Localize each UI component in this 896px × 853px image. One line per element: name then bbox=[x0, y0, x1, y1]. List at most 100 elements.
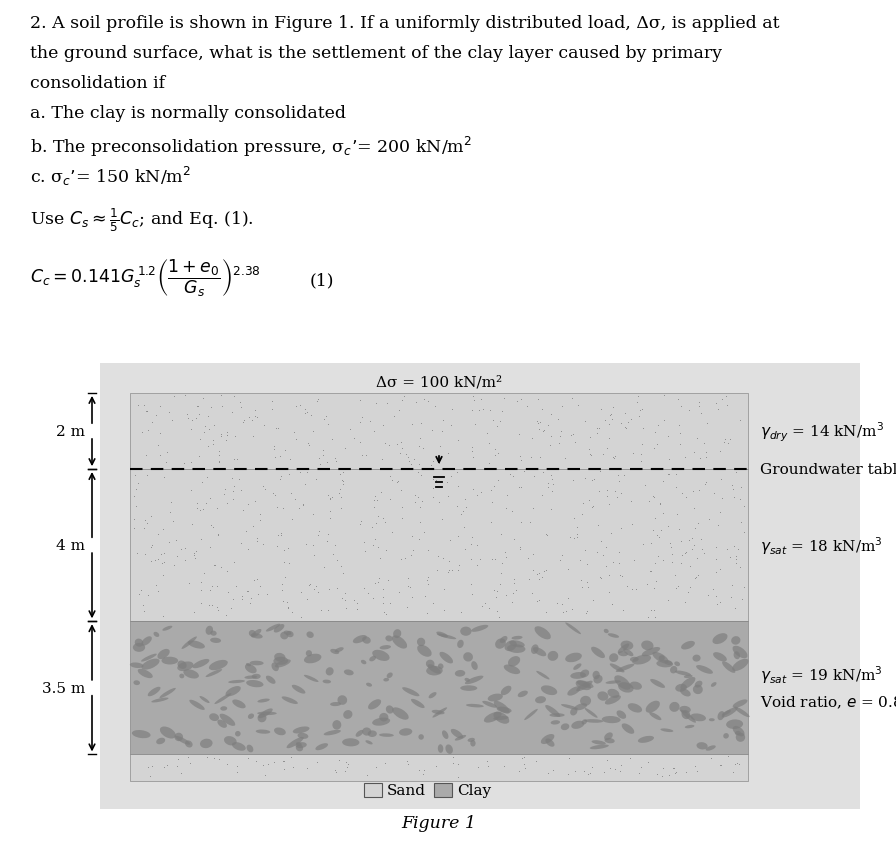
Text: Sand: Sand bbox=[387, 783, 426, 797]
Ellipse shape bbox=[531, 645, 538, 654]
Ellipse shape bbox=[726, 720, 743, 729]
Ellipse shape bbox=[286, 631, 294, 637]
Ellipse shape bbox=[684, 675, 693, 678]
Ellipse shape bbox=[604, 733, 613, 740]
Ellipse shape bbox=[426, 660, 435, 668]
Ellipse shape bbox=[274, 728, 286, 735]
Ellipse shape bbox=[616, 711, 626, 719]
Ellipse shape bbox=[209, 713, 219, 721]
Ellipse shape bbox=[734, 707, 750, 717]
Ellipse shape bbox=[417, 638, 426, 647]
Ellipse shape bbox=[524, 709, 538, 720]
Ellipse shape bbox=[175, 736, 190, 745]
Ellipse shape bbox=[549, 713, 564, 717]
Text: 4 m: 4 m bbox=[56, 538, 85, 553]
Bar bbox=[100, 363, 860, 809]
Ellipse shape bbox=[679, 706, 691, 713]
Ellipse shape bbox=[372, 650, 390, 661]
Ellipse shape bbox=[438, 745, 444, 753]
Ellipse shape bbox=[188, 641, 205, 649]
Ellipse shape bbox=[500, 636, 507, 643]
Ellipse shape bbox=[709, 718, 715, 722]
Ellipse shape bbox=[224, 736, 237, 746]
Ellipse shape bbox=[274, 653, 286, 662]
Ellipse shape bbox=[736, 733, 745, 742]
Ellipse shape bbox=[602, 717, 621, 723]
Ellipse shape bbox=[624, 649, 633, 657]
Text: Void ratio, $e$ = 0.8: Void ratio, $e$ = 0.8 bbox=[760, 693, 896, 711]
Ellipse shape bbox=[494, 711, 509, 724]
Text: $\gamma_{dry}$ = 14 kN/m$^3$: $\gamma_{dry}$ = 14 kN/m$^3$ bbox=[760, 420, 883, 444]
Ellipse shape bbox=[287, 737, 304, 748]
Ellipse shape bbox=[621, 641, 633, 650]
Ellipse shape bbox=[438, 664, 444, 670]
Ellipse shape bbox=[470, 740, 476, 746]
Ellipse shape bbox=[134, 681, 140, 685]
Ellipse shape bbox=[650, 679, 665, 688]
Ellipse shape bbox=[161, 657, 178, 664]
Ellipse shape bbox=[445, 745, 452, 754]
Text: b. The preconsolidation pressure, σ$_c$’= 200 kN/m$^2$: b. The preconsolidation pressure, σ$_c$’… bbox=[30, 135, 472, 159]
Ellipse shape bbox=[211, 638, 221, 643]
Ellipse shape bbox=[504, 641, 517, 652]
Ellipse shape bbox=[185, 740, 193, 747]
Ellipse shape bbox=[681, 641, 695, 650]
Ellipse shape bbox=[685, 725, 694, 728]
Ellipse shape bbox=[512, 636, 522, 640]
Ellipse shape bbox=[141, 654, 157, 662]
Ellipse shape bbox=[331, 649, 340, 654]
Ellipse shape bbox=[436, 632, 448, 638]
Ellipse shape bbox=[680, 677, 695, 689]
Ellipse shape bbox=[580, 670, 590, 678]
Ellipse shape bbox=[609, 653, 618, 662]
Ellipse shape bbox=[482, 701, 497, 708]
Ellipse shape bbox=[610, 664, 625, 673]
Text: 2. A soil profile is shown in Figure 1. If a uniformly distributed load, Δσ, is : 2. A soil profile is shown in Figure 1. … bbox=[30, 15, 780, 32]
Ellipse shape bbox=[536, 671, 549, 680]
Ellipse shape bbox=[257, 699, 270, 703]
Ellipse shape bbox=[565, 653, 582, 663]
Ellipse shape bbox=[189, 700, 205, 710]
Text: consolidation if: consolidation if bbox=[30, 75, 165, 92]
Ellipse shape bbox=[461, 686, 478, 691]
Ellipse shape bbox=[134, 639, 143, 647]
Ellipse shape bbox=[712, 634, 728, 644]
Ellipse shape bbox=[356, 730, 364, 737]
Ellipse shape bbox=[323, 730, 340, 735]
Ellipse shape bbox=[546, 739, 555, 747]
Text: Δσ = 100 kN/m²: Δσ = 100 kN/m² bbox=[376, 375, 502, 390]
Ellipse shape bbox=[428, 693, 436, 699]
Ellipse shape bbox=[159, 727, 176, 739]
Ellipse shape bbox=[574, 704, 587, 711]
Ellipse shape bbox=[561, 705, 578, 710]
Ellipse shape bbox=[711, 682, 717, 687]
Ellipse shape bbox=[175, 733, 183, 741]
Ellipse shape bbox=[570, 708, 577, 716]
Ellipse shape bbox=[205, 670, 222, 677]
Ellipse shape bbox=[722, 707, 737, 717]
Ellipse shape bbox=[250, 661, 263, 665]
Ellipse shape bbox=[315, 743, 328, 751]
Ellipse shape bbox=[200, 696, 210, 703]
Ellipse shape bbox=[249, 630, 256, 637]
Ellipse shape bbox=[255, 729, 271, 734]
Ellipse shape bbox=[252, 674, 261, 679]
Ellipse shape bbox=[442, 730, 448, 740]
Ellipse shape bbox=[622, 723, 634, 734]
Ellipse shape bbox=[616, 664, 634, 672]
Ellipse shape bbox=[266, 676, 276, 684]
Text: (1): (1) bbox=[310, 272, 334, 288]
Ellipse shape bbox=[694, 681, 702, 688]
Ellipse shape bbox=[392, 635, 407, 649]
Ellipse shape bbox=[496, 707, 512, 713]
Text: a. The clay is normally consolidated: a. The clay is normally consolidated bbox=[30, 105, 346, 122]
Ellipse shape bbox=[158, 649, 169, 659]
Ellipse shape bbox=[533, 647, 547, 657]
Ellipse shape bbox=[571, 672, 586, 679]
Ellipse shape bbox=[733, 699, 747, 708]
Ellipse shape bbox=[433, 707, 447, 717]
Ellipse shape bbox=[399, 728, 412, 736]
Ellipse shape bbox=[545, 705, 560, 717]
Ellipse shape bbox=[367, 730, 377, 737]
Ellipse shape bbox=[605, 738, 615, 744]
